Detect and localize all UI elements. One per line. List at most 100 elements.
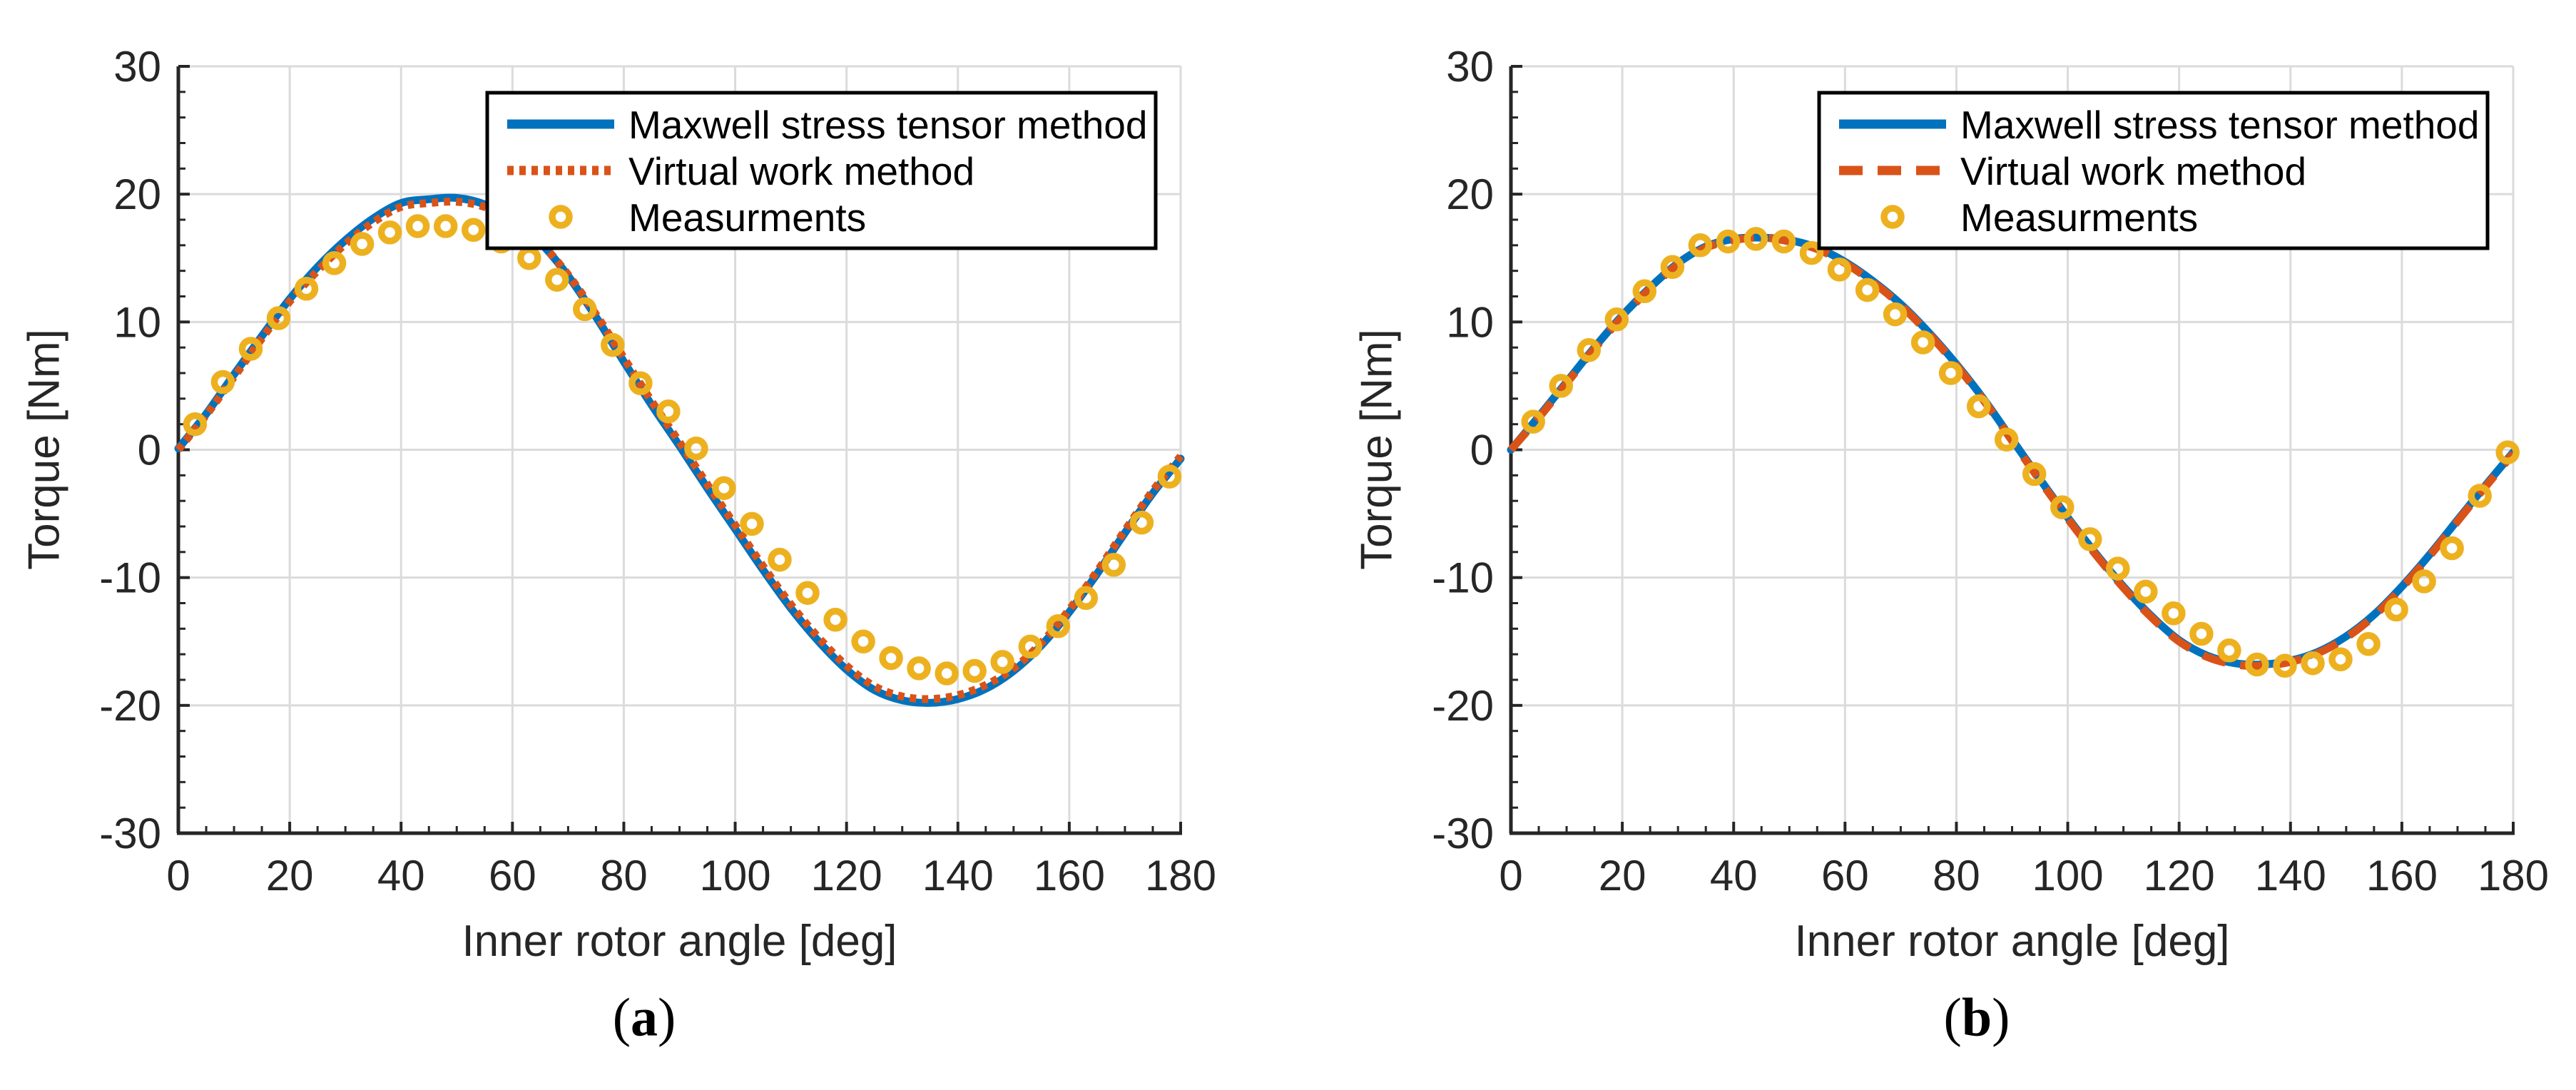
measurement-marker-b	[1743, 227, 1768, 251]
measurement-marker-a	[601, 332, 625, 357]
chart-b: 0 20 40 60 80 100 120 140 160 180 -30 -20 -10 0 10 20 30…	[1432, 43, 2549, 900]
measurement-marker-a	[433, 214, 458, 238]
measurement-marker-a	[740, 511, 764, 536]
panel-label-a-letter: a	[631, 987, 658, 1048]
measurement-marker-b	[2440, 536, 2464, 561]
measurement-marker-b	[1827, 258, 1852, 282]
virtual-work-curve-a	[175, 198, 1184, 703]
legend-label-1-a: Virtual work method	[628, 149, 974, 193]
measurement-marker-a	[1129, 510, 1154, 535]
chart-a: 0 20 40 60 80 100 120 140 160 180 -30 -20 -10 0 10 20 30…	[99, 43, 1216, 900]
y-tick-label--20-b: -20	[1432, 682, 1494, 730]
x-tick-label-0-b: 0	[1499, 852, 1522, 900]
measurement-marker-a	[405, 214, 430, 238]
x-tick-label-80-b: 80	[1933, 852, 1980, 900]
measurement-markers-a	[183, 214, 1182, 686]
x-tick-label-120-a: 120	[811, 852, 882, 900]
measurement-marker-b	[1521, 409, 1545, 434]
measurement-marker-a	[294, 277, 319, 301]
measurement-marker-b	[2050, 495, 2074, 519]
maxwell-curve-b	[1507, 233, 2518, 669]
measurement-marker-b	[2468, 484, 2492, 508]
measurement-marker-b	[1883, 302, 1908, 327]
measurement-marker-b	[1910, 330, 1935, 355]
measurement-marker-a	[851, 629, 875, 654]
measurement-marker-b	[2356, 632, 2381, 656]
x-tick-label-60-b: 60	[1821, 852, 1869, 900]
x-tick-label-120-b: 120	[2144, 852, 2215, 900]
measurement-marker-b	[2162, 601, 2186, 626]
legend-label-1-b: Virtual work method	[1960, 149, 2306, 193]
virtual-work-curve-b	[1507, 233, 2517, 671]
measurement-marker-b	[2412, 569, 2436, 594]
x-tick-label-140-a: 140	[922, 852, 994, 900]
tick-labels-b: 0 20 40 60 80 100 120 140 160 180 -30 -20 -10 0 10 20 30	[1432, 43, 2549, 900]
measurement-marker-b	[2301, 651, 2325, 676]
legend-sample-circle-b	[1880, 205, 1905, 229]
y-tick-label--30-a: -30	[99, 810, 161, 857]
measurement-marker-b	[2495, 440, 2520, 464]
measurement-marker-b	[2022, 462, 2047, 487]
measurement-marker-b	[1660, 255, 1685, 280]
x-tick-label-60-a: 60	[489, 852, 536, 900]
y-tick-label-20-a: 20	[113, 170, 161, 218]
x-tick-label-0-a: 0	[166, 852, 190, 900]
measurement-marker-a	[461, 218, 486, 243]
y-tick-label-10-b: 10	[1446, 298, 1494, 346]
legend-label-0-b: Maxwell stress tensor method	[1960, 103, 2480, 147]
measurement-marker-b	[1716, 229, 1741, 254]
measurement-marker-b	[1994, 427, 2019, 452]
y-tick-label--10-b: -10	[1432, 554, 1494, 602]
measurement-marker-a	[795, 581, 820, 605]
measurement-marker-b	[2078, 527, 2102, 551]
measurement-marker-b	[2189, 621, 2214, 646]
measurement-marker-a	[210, 370, 235, 394]
measurement-marker-a	[322, 251, 347, 275]
measurement-marker-b	[2273, 653, 2297, 678]
measurement-marker-b	[2134, 579, 2158, 604]
panel-label-a-open: (	[612, 987, 631, 1048]
measurement-marker-a	[879, 646, 903, 671]
measurement-marker-b	[1938, 361, 1963, 385]
measurement-marker-a	[712, 476, 736, 501]
x-tick-label-160-a: 160	[1034, 852, 1105, 900]
measurement-marker-b	[1604, 307, 1629, 332]
measurement-marker-b	[1799, 240, 1824, 265]
measurement-markers-b	[1521, 227, 2520, 678]
measurement-marker-b	[2384, 597, 2408, 622]
xlabel-b: Inner rotor angle [deg]	[1794, 917, 2230, 966]
x-tick-label-100-a: 100	[700, 852, 771, 900]
y-tick-label-30-a: 30	[113, 43, 161, 91]
legend-box-a	[485, 91, 1158, 250]
measurement-marker-a	[684, 436, 708, 461]
y-tick-label--20-a: -20	[99, 682, 161, 730]
measurement-marker-a	[1101, 553, 1126, 577]
measurement-marker-a	[1018, 634, 1043, 659]
y-tick-label-0-b: 0	[1470, 427, 1494, 474]
measurement-marker-b	[2217, 638, 2241, 663]
legend-box-b	[1817, 91, 2490, 250]
xlabel-a: Inner rotor angle [deg]	[462, 917, 897, 966]
measurement-marker-b	[1966, 394, 1991, 419]
measurement-marker-a	[656, 399, 681, 424]
measurement-marker-a	[183, 412, 208, 437]
measurement-marker-b	[1549, 374, 1574, 398]
measurement-marker-b	[2245, 652, 2269, 677]
x-tick-label-160-b: 160	[2366, 852, 2438, 900]
measurement-marker-b	[1632, 279, 1657, 304]
y-tick-label--10-a: -10	[99, 554, 161, 602]
x-tick-label-140-b: 140	[2255, 852, 2326, 900]
x-tick-label-180-a: 180	[1145, 852, 1216, 900]
panel-label-a: (a)	[613, 987, 676, 1049]
measurement-marker-a	[990, 650, 1014, 674]
measurement-marker-a	[1046, 614, 1071, 638]
x-tick-label-40-b: 40	[1710, 852, 1758, 900]
ylabel-b: Torque [Nm]	[1352, 329, 1402, 570]
ylabel-a: Torque [Nm]	[19, 329, 69, 570]
measurement-marker-a	[573, 297, 597, 322]
x-tick-label-40-a: 40	[377, 852, 425, 900]
legend-label-2-a: Measurments	[628, 195, 866, 240]
measurement-marker-a	[238, 337, 263, 361]
